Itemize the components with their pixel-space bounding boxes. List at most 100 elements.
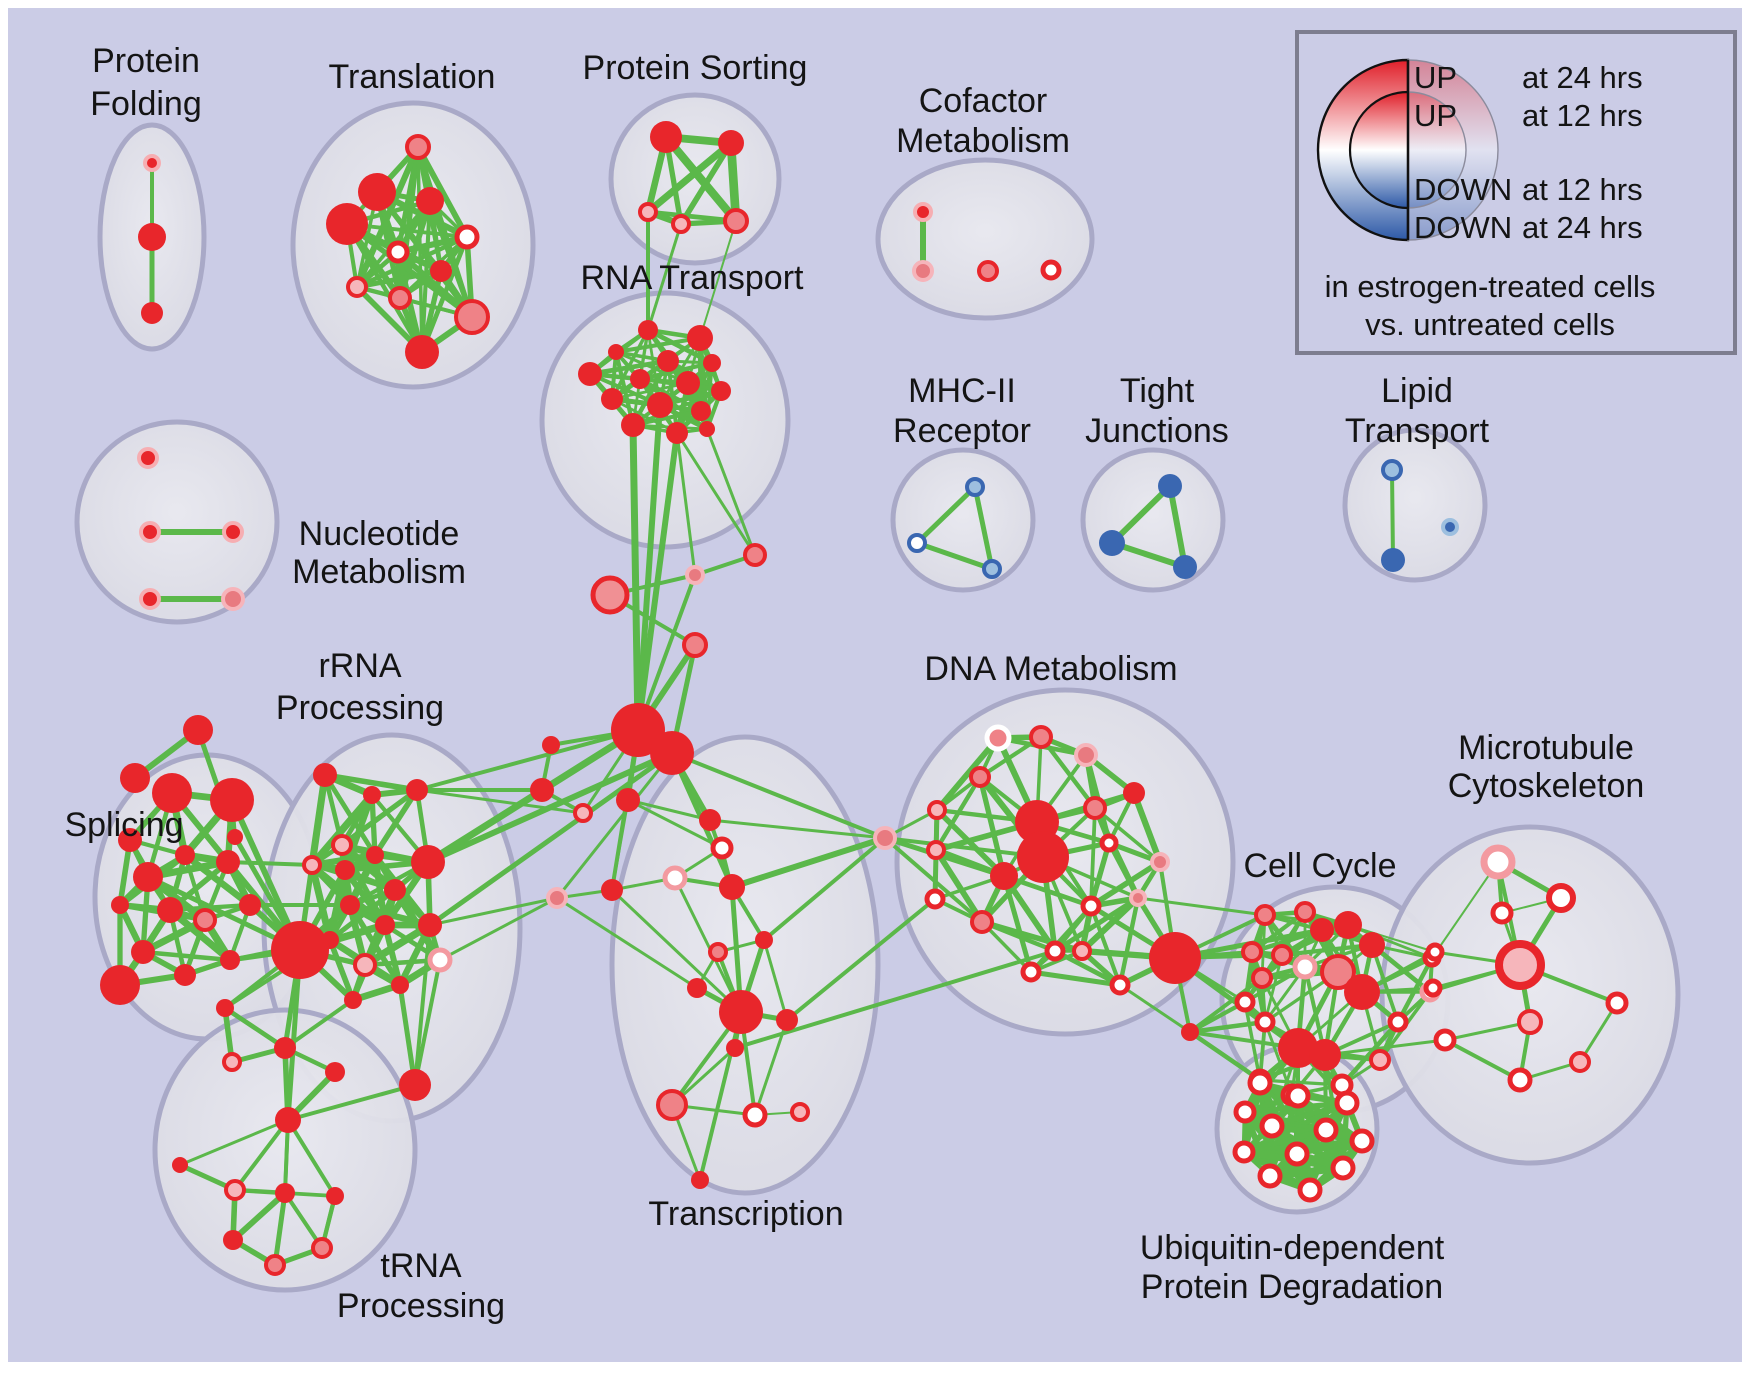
node-rna_transport bbox=[699, 421, 715, 437]
edge-link-dna-cell_cycle bbox=[1118, 983, 1192, 1034]
node-ubiquitin bbox=[1313, 1117, 1339, 1143]
edge-dna bbox=[1001, 873, 1034, 975]
node-rna_transport bbox=[676, 371, 700, 395]
edge-rrna bbox=[339, 787, 420, 848]
legend-direction-label: DOWN bbox=[1414, 210, 1512, 245]
node-cell_cycle bbox=[1294, 901, 1316, 923]
edge-link-dna-cell_cycle bbox=[1136, 896, 1267, 917]
node-rrna bbox=[406, 779, 428, 801]
node-tight_junctions bbox=[1173, 555, 1197, 579]
node-ubiquitin bbox=[1330, 1155, 1356, 1181]
cluster-label-protein_folding: Folding bbox=[90, 85, 202, 123]
node-cell_cycle bbox=[1241, 941, 1263, 963]
node-splicing bbox=[131, 940, 155, 964]
node-dna bbox=[1129, 889, 1147, 907]
legend-time-label: at 24 hrs bbox=[1522, 60, 1643, 95]
node-microtubule bbox=[1507, 1067, 1533, 1093]
node-transcription bbox=[776, 1009, 798, 1031]
edge-cell_cycle bbox=[1346, 923, 1434, 960]
node-protein_sorting bbox=[671, 214, 691, 234]
cluster-label-splicing: Splicing bbox=[64, 806, 183, 844]
edge-link-cell_cycle-microtubule bbox=[1347, 924, 1436, 953]
node-protein_folding bbox=[143, 154, 161, 172]
node-rrna bbox=[427, 947, 453, 973]
node-dna bbox=[1149, 932, 1201, 984]
node-dna bbox=[1080, 895, 1102, 917]
node-translation bbox=[405, 335, 439, 369]
node-cell_cycle bbox=[1181, 1023, 1199, 1041]
node-rna_transport bbox=[647, 392, 673, 418]
edge-dna bbox=[1001, 873, 1094, 909]
cluster-label-lipid_transport: Transport bbox=[1345, 412, 1490, 450]
edge-link-rrna-trna bbox=[397, 982, 418, 1088]
cluster-label-ubiquitin: Ubiquitin-dependent bbox=[1140, 1229, 1445, 1267]
edge-rna_transport bbox=[610, 381, 690, 401]
legend-inner-right-half bbox=[1407, 91, 1467, 209]
node-connectors bbox=[743, 543, 767, 567]
edge-rrna bbox=[382, 922, 403, 988]
legend-inner-left-half bbox=[1348, 90, 1410, 210]
node-cofactor bbox=[912, 260, 934, 282]
node-ubiquitin bbox=[1284, 1141, 1310, 1167]
edge-transcription bbox=[673, 876, 743, 1014]
edge-link-transcription-dna bbox=[785, 897, 937, 1022]
legend-time-label: at 12 hrs bbox=[1522, 98, 1643, 133]
edge-dna bbox=[933, 847, 985, 925]
node-dna bbox=[1083, 796, 1107, 820]
edge-link-cell_cycle-microtubule bbox=[1323, 1038, 1447, 1057]
node-dna bbox=[984, 724, 1012, 752]
legend-caption: in estrogen-treated cells bbox=[1325, 269, 1656, 304]
node-splicing bbox=[210, 778, 254, 822]
edge-rrna bbox=[308, 771, 329, 869]
cluster-label-translation: Translation bbox=[329, 58, 496, 96]
cluster-label-trna: tRNA bbox=[380, 1247, 462, 1285]
node-rna_transport bbox=[638, 320, 658, 340]
edge-dna bbox=[977, 734, 1044, 780]
node-trna bbox=[216, 999, 234, 1017]
node-cell_cycle bbox=[1310, 918, 1334, 942]
node-protein_sorting bbox=[638, 202, 658, 222]
edge-transcription bbox=[762, 938, 789, 1022]
node-rrna bbox=[384, 879, 406, 901]
edge-connectors bbox=[636, 573, 697, 732]
node-cell_cycle bbox=[1251, 967, 1273, 989]
node-cell_cycle bbox=[1344, 974, 1380, 1010]
node-trna bbox=[274, 1037, 296, 1059]
node-cell_cycle bbox=[1369, 1049, 1391, 1071]
node-microtubule bbox=[1490, 901, 1514, 925]
node-dna bbox=[1017, 831, 1069, 883]
edge-dna bbox=[1088, 859, 1163, 909]
node-rrna bbox=[366, 846, 384, 864]
node-cofactor bbox=[977, 260, 999, 282]
node-rrna bbox=[418, 913, 442, 937]
edge-trna bbox=[286, 1083, 417, 1122]
node-connectors bbox=[682, 632, 708, 658]
cluster-label-mhc: MHC-II bbox=[908, 372, 1016, 410]
node-ubiquitin bbox=[1259, 1113, 1285, 1139]
node-splicing bbox=[175, 845, 195, 865]
node-dna bbox=[927, 800, 947, 820]
node-dna bbox=[1150, 852, 1170, 872]
node-ubiquitin bbox=[1247, 1070, 1273, 1096]
node-microtubule bbox=[1433, 1028, 1457, 1052]
node-cell_cycle bbox=[1359, 932, 1385, 958]
node-transcription bbox=[662, 865, 688, 891]
edge-rna_transport bbox=[587, 358, 671, 377]
node-transcription bbox=[710, 836, 734, 860]
edge-dna bbox=[1078, 894, 1142, 955]
node-ubiquitin bbox=[1232, 1140, 1256, 1164]
edge-translation bbox=[344, 221, 425, 355]
node-rna_transport bbox=[687, 325, 713, 351]
node-microtubule bbox=[1423, 978, 1443, 998]
node-cell_cycle bbox=[1278, 1028, 1318, 1068]
cluster-ellipse-lipid_transport bbox=[1342, 427, 1488, 583]
node-translation bbox=[405, 134, 431, 160]
node-ubiquitin bbox=[1233, 1100, 1257, 1124]
cluster-label-mhc: Receptor bbox=[893, 412, 1031, 450]
edge-mhc bbox=[914, 484, 978, 546]
node-connectors bbox=[873, 826, 897, 850]
edge-lipid_transport bbox=[1390, 468, 1395, 562]
node-rna_transport bbox=[608, 344, 624, 360]
edge-cell_cycle bbox=[1263, 953, 1284, 1024]
node-protein_sorting bbox=[650, 121, 682, 153]
